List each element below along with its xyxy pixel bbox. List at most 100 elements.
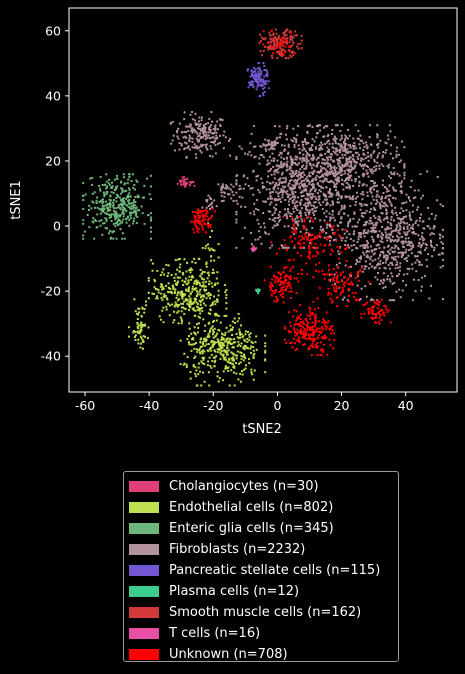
data-point xyxy=(391,235,394,238)
legend-item: Enteric glia cells (n=345) xyxy=(129,518,398,539)
data-point xyxy=(322,175,325,178)
data-point xyxy=(198,124,201,127)
data-point xyxy=(411,267,414,270)
data-point xyxy=(191,290,194,293)
data-point xyxy=(214,350,217,353)
data-point xyxy=(231,346,234,349)
data-point xyxy=(386,217,389,220)
data-point xyxy=(232,359,235,362)
legend-swatch xyxy=(129,523,159,534)
data-point xyxy=(400,185,403,188)
data-point xyxy=(201,225,204,228)
data-point xyxy=(214,284,217,286)
data-point xyxy=(285,266,288,269)
data-point xyxy=(311,332,314,335)
data-point xyxy=(369,308,372,311)
data-point xyxy=(194,145,197,148)
data-point xyxy=(311,238,314,241)
data-point xyxy=(397,236,400,239)
data-point xyxy=(338,210,341,213)
data-point xyxy=(252,66,255,69)
data-point xyxy=(260,85,263,87)
data-point xyxy=(299,321,302,324)
data-point xyxy=(127,194,129,197)
data-point xyxy=(362,246,365,249)
data-point xyxy=(115,186,118,189)
data-point xyxy=(329,297,332,300)
data-point xyxy=(293,196,296,199)
data-point xyxy=(199,215,202,218)
data-point xyxy=(167,272,170,275)
data-point xyxy=(332,150,335,153)
data-point xyxy=(286,37,289,39)
data-point xyxy=(287,281,290,284)
data-point xyxy=(389,171,392,174)
data-point xyxy=(271,214,274,216)
data-point xyxy=(324,172,327,175)
data-point xyxy=(201,299,204,302)
data-point xyxy=(174,259,177,262)
data-point xyxy=(203,271,206,274)
data-point xyxy=(389,321,392,324)
data-point xyxy=(129,207,132,210)
data-point xyxy=(272,181,274,184)
data-point xyxy=(192,301,195,304)
data-point xyxy=(103,183,106,186)
data-point xyxy=(395,245,398,248)
data-point xyxy=(129,214,132,217)
data-point xyxy=(271,47,273,50)
data-point xyxy=(304,159,307,162)
data-point xyxy=(305,228,308,231)
data-point xyxy=(132,220,135,222)
data-point xyxy=(262,156,265,159)
data-point xyxy=(386,205,389,208)
data-point xyxy=(201,350,203,353)
data-point xyxy=(262,185,264,188)
data-point xyxy=(334,186,337,188)
data-point xyxy=(323,236,326,239)
data-point xyxy=(370,312,373,315)
data-point xyxy=(330,236,332,239)
data-point xyxy=(400,256,403,259)
data-point xyxy=(372,313,374,316)
data-point xyxy=(441,205,444,208)
data-point xyxy=(252,80,255,83)
data-point xyxy=(338,201,340,204)
data-point xyxy=(343,204,346,207)
data-point xyxy=(121,200,124,203)
data-point xyxy=(140,326,142,329)
data-point xyxy=(361,265,363,268)
data-point xyxy=(180,318,183,321)
data-point xyxy=(191,111,193,113)
data-point xyxy=(116,212,119,215)
data-point xyxy=(262,143,265,146)
data-point xyxy=(374,209,377,211)
data-point xyxy=(269,265,272,268)
data-point xyxy=(349,165,352,168)
data-point xyxy=(192,338,195,341)
data-point xyxy=(319,219,322,222)
data-point xyxy=(291,50,294,53)
data-point xyxy=(294,237,297,240)
data-point xyxy=(288,186,291,189)
data-point xyxy=(304,139,306,142)
data-point xyxy=(381,156,384,159)
data-point xyxy=(197,280,200,283)
data-point xyxy=(331,299,334,302)
data-point xyxy=(291,240,294,243)
data-point xyxy=(346,137,349,140)
data-point xyxy=(204,337,207,340)
data-point xyxy=(198,257,201,260)
data-point xyxy=(402,216,405,219)
data-point xyxy=(150,198,152,200)
data-point xyxy=(315,269,317,272)
data-point xyxy=(257,174,259,177)
data-point xyxy=(328,195,331,198)
data-point xyxy=(188,137,191,140)
data-point xyxy=(339,174,342,177)
data-point xyxy=(275,170,278,173)
data-point xyxy=(114,210,117,213)
data-point xyxy=(318,184,321,187)
data-point xyxy=(254,238,257,241)
data-point xyxy=(298,215,301,218)
